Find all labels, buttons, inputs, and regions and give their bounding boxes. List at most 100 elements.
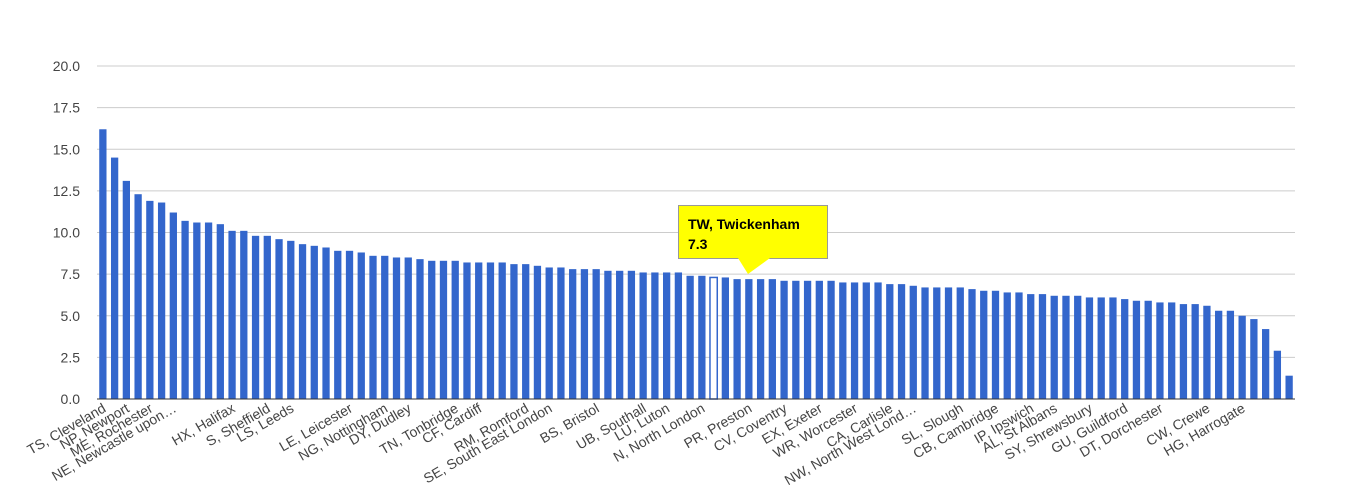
- bar[interactable]: [381, 255, 389, 399]
- bar[interactable]: [780, 280, 788, 399]
- bar[interactable]: [240, 230, 248, 399]
- bar[interactable]: [99, 129, 107, 399]
- bar[interactable]: [193, 222, 201, 399]
- bar[interactable]: [204, 222, 213, 399]
- bar[interactable]: [463, 262, 471, 399]
- bar[interactable]: [1168, 302, 1176, 399]
- bar[interactable]: [874, 282, 882, 399]
- bar[interactable]: [956, 287, 964, 399]
- bar[interactable]: [228, 230, 236, 399]
- bar[interactable]: [1062, 295, 1070, 399]
- bar[interactable]: [909, 285, 917, 399]
- bar[interactable]: [369, 255, 377, 399]
- bar[interactable]: [991, 290, 1000, 399]
- bar-highlighted[interactable]: [709, 276, 719, 400]
- bar[interactable]: [451, 260, 459, 399]
- bar[interactable]: [1179, 304, 1188, 399]
- bar[interactable]: [1121, 299, 1129, 399]
- bar[interactable]: [733, 279, 741, 399]
- bar[interactable]: [627, 270, 636, 399]
- bar[interactable]: [815, 280, 823, 399]
- bar[interactable]: [580, 269, 589, 399]
- bar[interactable]: [827, 280, 835, 399]
- bar[interactable]: [475, 262, 483, 399]
- bar[interactable]: [980, 290, 988, 399]
- bar[interactable]: [886, 284, 894, 399]
- bar[interactable]: [756, 279, 765, 399]
- bar[interactable]: [1003, 292, 1011, 399]
- bar[interactable]: [639, 272, 647, 399]
- bar[interactable]: [1156, 302, 1164, 399]
- bar[interactable]: [592, 269, 600, 399]
- bar[interactable]: [1226, 310, 1235, 399]
- bar[interactable]: [933, 287, 941, 399]
- bar[interactable]: [1285, 375, 1293, 399]
- bar[interactable]: [287, 240, 295, 399]
- bar[interactable]: [345, 250, 354, 399]
- bar[interactable]: [803, 280, 812, 399]
- bar[interactable]: [498, 262, 506, 399]
- bar[interactable]: [428, 260, 436, 399]
- bar[interactable]: [721, 277, 729, 399]
- bar[interactable]: [651, 272, 659, 399]
- bar[interactable]: [1074, 295, 1082, 399]
- bar[interactable]: [1191, 304, 1199, 399]
- bar[interactable]: [134, 194, 142, 399]
- bar[interactable]: [745, 279, 753, 399]
- bar[interactable]: [862, 282, 870, 399]
- bar[interactable]: [1085, 297, 1094, 399]
- bar[interactable]: [275, 239, 283, 399]
- bar[interactable]: [522, 264, 530, 399]
- bar[interactable]: [674, 272, 683, 399]
- bar[interactable]: [486, 262, 495, 399]
- bar[interactable]: [1050, 295, 1058, 399]
- bar[interactable]: [1015, 292, 1023, 399]
- bar[interactable]: [1273, 350, 1282, 399]
- bar[interactable]: [334, 250, 342, 399]
- bar[interactable]: [850, 282, 859, 399]
- bar[interactable]: [921, 287, 929, 399]
- bar[interactable]: [698, 275, 706, 399]
- bar[interactable]: [251, 235, 260, 399]
- bar[interactable]: [146, 200, 154, 399]
- bar[interactable]: [439, 260, 448, 399]
- bar[interactable]: [181, 220, 189, 399]
- bar[interactable]: [616, 270, 624, 399]
- bar[interactable]: [569, 269, 577, 399]
- bar[interactable]: [545, 267, 553, 399]
- bar[interactable]: [157, 202, 166, 399]
- bar[interactable]: [357, 252, 365, 399]
- bar[interactable]: [1215, 310, 1223, 399]
- bar[interactable]: [768, 279, 776, 399]
- bar[interactable]: [310, 245, 318, 399]
- bar[interactable]: [1109, 297, 1117, 399]
- bar[interactable]: [1203, 305, 1211, 399]
- bar[interactable]: [839, 282, 847, 399]
- bar[interactable]: [216, 224, 224, 399]
- bar[interactable]: [1027, 294, 1035, 399]
- bar[interactable]: [557, 267, 565, 399]
- bar[interactable]: [298, 244, 307, 399]
- bar[interactable]: [1238, 315, 1246, 399]
- bar[interactable]: [122, 180, 130, 399]
- bar[interactable]: [169, 212, 177, 399]
- bar[interactable]: [968, 289, 976, 399]
- bar[interactable]: [1144, 300, 1152, 399]
- bar[interactable]: [416, 259, 424, 399]
- bar[interactable]: [263, 235, 271, 399]
- bar[interactable]: [510, 264, 518, 399]
- bar[interactable]: [404, 257, 412, 399]
- bar[interactable]: [1262, 329, 1270, 399]
- bar[interactable]: [792, 280, 800, 399]
- bar[interactable]: [1097, 297, 1105, 399]
- bar[interactable]: [897, 284, 906, 399]
- bar[interactable]: [322, 247, 330, 399]
- bar[interactable]: [686, 275, 694, 399]
- bar[interactable]: [604, 270, 612, 399]
- bar[interactable]: [1250, 319, 1258, 399]
- bar[interactable]: [663, 272, 671, 399]
- bar[interactable]: [110, 157, 119, 399]
- bar[interactable]: [1132, 300, 1141, 399]
- bar[interactable]: [944, 287, 953, 399]
- bar[interactable]: [1038, 294, 1047, 399]
